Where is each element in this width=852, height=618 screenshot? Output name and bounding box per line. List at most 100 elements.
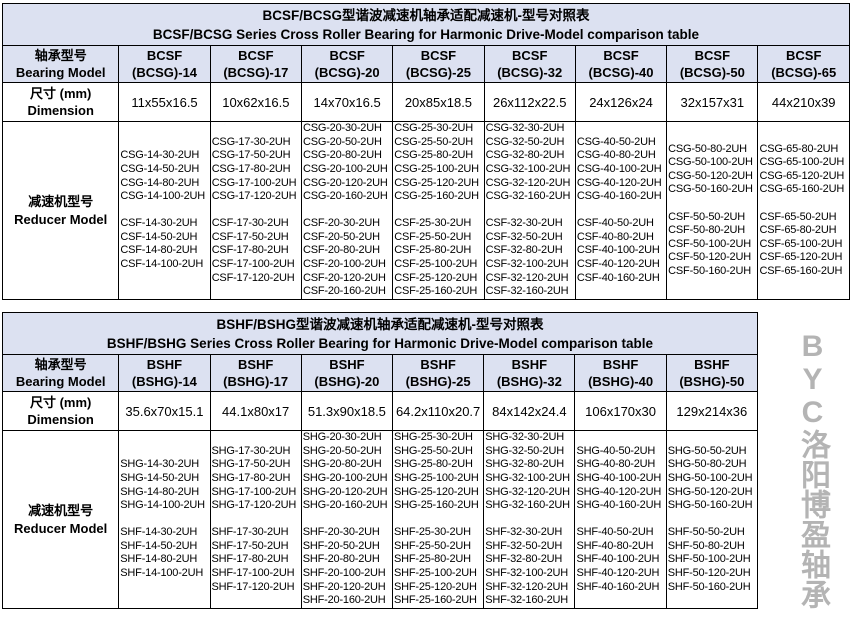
- model-line1: BCSF: [786, 48, 822, 63]
- reducer-model-item: SHG-40-120-2UH: [576, 485, 662, 498]
- reducer-model-item: CSF-32-50-2UH: [485, 230, 563, 243]
- reducer-model-item: CSG-17-50-2UH: [211, 149, 291, 162]
- model-line1: BCSF: [512, 48, 548, 63]
- reducer-model-item: CSG-25-160-2UH: [394, 190, 479, 203]
- reducer-model-list: CSG-65-80-2UH CSG-65-100-2UH CSG-65-120-2U…: [759, 143, 849, 279]
- reducer-model-cell: SHG-25-30-2UH SHG-25-50-2UH SHG-25-80-2UH S…: [391, 430, 485, 609]
- reducer-model-item: SHF-14-100-2UH: [120, 567, 204, 580]
- reducer-model-item: CSF-20-100-2UH: [302, 258, 386, 271]
- reducer-model-item: CSF-17-50-2UH: [211, 230, 289, 243]
- reducer-model-item: CSG-40-100-2UH: [576, 162, 662, 175]
- reducer-model-item: CSG-32-120-2UH: [485, 176, 571, 189]
- reducer-model-item: CSG-50-80-2UH: [668, 142, 747, 155]
- reducer-model-item: SHF-50-50-2UH: [667, 526, 745, 539]
- title-cn: BSHF/BSHG型谐波减速机轴承适配减速机-型号对照表: [216, 316, 544, 332]
- label-cn: 尺寸 (mm): [30, 86, 92, 101]
- reducer-model-item: SHG-20-120-2UH: [302, 485, 388, 498]
- reducer-model-item: CSF-17-30-2UH: [211, 217, 289, 230]
- reducer-model-item: CSG-65-160-2UH: [759, 183, 845, 196]
- group-spacer: [303, 513, 392, 527]
- reducer-model-item: CSG-32-50-2UH: [485, 135, 565, 148]
- label-cn: 减速机型号: [28, 193, 94, 209]
- reducer-model-item: SHG-50-50-2UH: [667, 444, 747, 457]
- reducer-model-item: CSG-32-100-2UH: [485, 162, 571, 175]
- reducer-model-item: SHG-40-80-2UH: [576, 458, 656, 471]
- reducer-model-item: SHG-14-80-2UH: [120, 485, 199, 498]
- reducer-model-item: SHG-25-80-2UH: [394, 458, 473, 471]
- model-line2: (BSHG)-25: [405, 374, 471, 389]
- reducer-model-label: 减速机型号 Reducer Model: [1, 121, 120, 300]
- model-line2: (BCSG)-25: [405, 65, 471, 80]
- reducer-model-item: SHF-25-160-2UH: [394, 594, 477, 607]
- watermark: BYC洛阳博盈轴承: [796, 330, 829, 609]
- model-line1: BCSF: [603, 48, 639, 63]
- group-spacer: [303, 204, 392, 218]
- bearing-model-label: 轴承型号 Bearing Model: [1, 354, 120, 392]
- model-line1: BSHF: [237, 357, 274, 372]
- model-line2: (BCSG)-17: [223, 65, 289, 80]
- reducer-model-item: SHG-50-80-2UH: [667, 458, 747, 471]
- reducer-model-item: CSG-14-100-2UH: [120, 190, 206, 203]
- dimension-label: 尺寸 (mm) Dimension: [1, 82, 120, 122]
- reducer-model-item: SHG-20-30-2UH: [302, 431, 382, 444]
- group-spacer: [485, 513, 574, 527]
- label-en: Reducer Model: [14, 211, 108, 227]
- reducer-model-item: CSF-40-50-2UH: [576, 217, 654, 230]
- comparison-table-1: BCSF/BCSG型谐波减速机轴承适配减速机-型号对照表 BCSF/BCSG Se…: [1, 3, 850, 300]
- reducer-model-item: SHG-17-100-2UH: [211, 485, 297, 498]
- reducer-model-item: CSG-25-80-2UH: [394, 149, 473, 162]
- title-en: BSHF/BSHG Series Cross Roller Bearing fo…: [106, 335, 654, 351]
- reducer-model-cell: CSG-32-30-2UH CSG-32-50-2UH CSG-32-80-2UH C…: [483, 121, 576, 300]
- reducer-model-cell: CSG-14-30-2UH CSG-14-50-2UH CSG-14-80-2UH C…: [118, 121, 211, 300]
- dimension-value: 14x70x16.5: [300, 82, 394, 122]
- reducer-model-item: CSF-32-100-2UH: [485, 258, 569, 271]
- dimension-value: 64.2x110x20.7: [391, 391, 485, 431]
- model-line2: (BCSG)-65: [771, 65, 837, 80]
- reducer-model-item: CSG-32-80-2UH: [485, 149, 565, 162]
- model-line2: (BSHG)-17: [223, 374, 289, 389]
- reducer-model-cell: CSG-50-80-2UH CSG-50-100-2UH CSG-50-120-2U…: [666, 121, 759, 300]
- reducer-model-item: SHG-17-120-2UH: [211, 499, 297, 512]
- reducer-model-item: SHG-17-80-2UH: [211, 471, 291, 484]
- header-row: 轴承型号 Bearing Model BSHF (BSHG)-14 BSHF (BSHG)…: [1, 354, 759, 392]
- reducer-model-item: SHF-32-120-2UH: [485, 580, 569, 593]
- reducer-model-item: SHF-17-50-2UH: [211, 539, 289, 552]
- reducer-model-item: SHF-14-30-2UH: [120, 526, 198, 539]
- bearing-model-header: BCSF (BCSG)-50: [666, 45, 759, 83]
- reducer-model-list: SHG-40-50-2UH SHG-40-80-2UH SHG-40-100-2UH…: [576, 445, 665, 595]
- reducer-model-item: SHF-32-50-2UH: [485, 539, 563, 552]
- reducer-model-item: SHG-25-100-2UH: [394, 471, 479, 484]
- reducer-model-item: CSG-20-50-2UH: [302, 135, 382, 148]
- reducer-model-item: CSF-20-30-2UH: [302, 217, 380, 230]
- model-line1: BSHF: [329, 357, 365, 372]
- model-line2: (BCSG)-40: [588, 65, 654, 80]
- reducer-model-item: CSG-20-30-2UH: [302, 122, 382, 135]
- reducer-model-item: CSF-25-120-2UH: [394, 271, 478, 284]
- model-line2: (BSHG)-20: [314, 374, 380, 389]
- reducer-model-item: CSG-40-50-2UH: [576, 135, 656, 148]
- reducer-model-item: CSF-32-160-2UH: [485, 285, 569, 298]
- model-line2: (BCSG)-20: [314, 65, 380, 80]
- reducer-model-item: SHG-14-50-2UH: [120, 471, 199, 484]
- reducer-model-list: SHG-20-30-2UH SHG-20-50-2UH SHG-20-80-2UH S…: [302, 431, 392, 608]
- model-line1: BCSF: [329, 48, 365, 63]
- bearing-model-label: 轴承型号 Bearing Model: [1, 45, 120, 83]
- reducer-model-item: CSF-25-30-2UH: [394, 217, 472, 230]
- reducer-model-item: SHG-20-80-2UH: [302, 458, 382, 471]
- reducer-model-cell: SHG-20-30-2UH SHG-20-50-2UH SHG-20-80-2UH S…: [300, 430, 394, 609]
- model-line1: BSHF: [694, 357, 730, 372]
- reducer-model-item: SHF-40-120-2UH: [576, 567, 660, 580]
- group-spacer: [486, 204, 575, 218]
- reducer-model-item: SHF-32-160-2UH: [485, 594, 569, 607]
- reducer-model-item: SHF-17-30-2UH: [211, 526, 289, 539]
- reducer-model-item: SHF-25-50-2UH: [394, 539, 471, 552]
- reducer-model-item: SHG-25-120-2UH: [394, 485, 479, 498]
- reducer-model-cell: SHG-50-50-2UH SHG-50-80-2UH SHG-50-100-2UH…: [665, 430, 759, 609]
- bearing-model-header: BCSF (BCSG)-25: [392, 45, 485, 83]
- dimension-row: 尺寸 (mm) Dimension 11x55x16.5 10x62x16.5 14x7…: [1, 82, 850, 122]
- reducer-model-item: CSG-25-120-2UH: [394, 176, 479, 189]
- reducer-model-item: CSG-32-30-2UH: [485, 122, 565, 135]
- reducer-model-item: CSG-40-120-2UH: [576, 176, 662, 189]
- model-line1: BCSF: [238, 48, 274, 63]
- reducer-model-item: CSG-50-120-2UH: [668, 169, 753, 182]
